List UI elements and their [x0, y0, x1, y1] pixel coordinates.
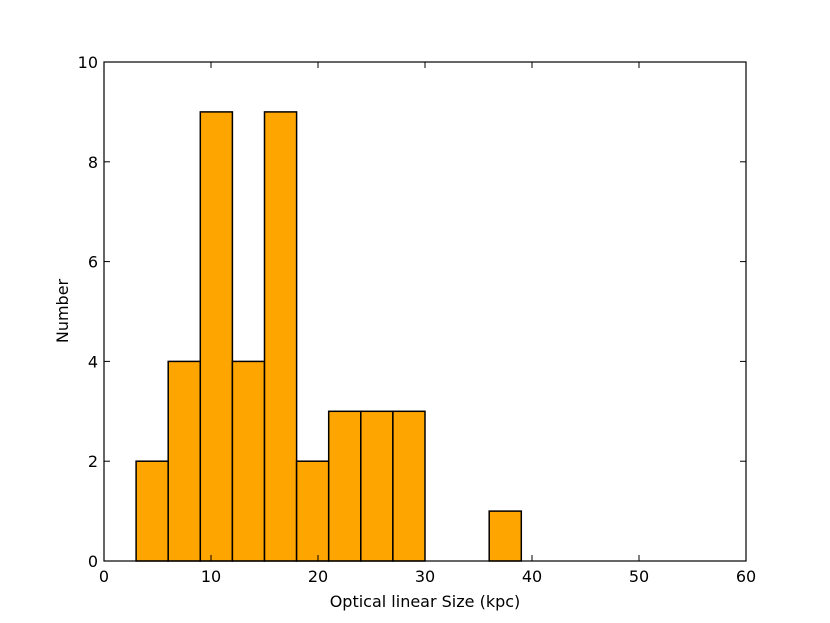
- y-tick-label-3: 6: [88, 253, 98, 272]
- x-tick-label-6: 60: [736, 567, 756, 586]
- histogram-bar-2: [199, 111, 234, 562]
- y-tick-label-0: 0: [88, 552, 98, 571]
- histogram-bar-0: [135, 460, 169, 562]
- histogram-bar-8: [392, 410, 426, 562]
- tick-labels-group: 0 10 20 30 40 50 60 0 2 4 6 8 10: [78, 53, 757, 586]
- histogram-bar-3: [231, 360, 266, 562]
- y-tick-label-1: 2: [88, 452, 98, 471]
- plot-frame: [103, 61, 747, 562]
- histogram-bar-5: [295, 460, 330, 562]
- y-tick-label-4: 8: [88, 153, 98, 172]
- x-tick-label-4: 40: [522, 567, 542, 586]
- histogram-bar-1: [167, 360, 202, 562]
- y-axis-label: Number: [53, 278, 72, 343]
- histogram-bar-7: [360, 410, 394, 562]
- y-tick-label-5: 10: [78, 53, 98, 72]
- histogram-bar-6: [327, 410, 362, 562]
- bars-group: [135, 111, 523, 562]
- histogram-bar-9: [488, 510, 523, 562]
- x-tick-label-3: 30: [415, 567, 435, 586]
- histogram-bar-4: [263, 111, 298, 562]
- x-tick-label-1: 10: [201, 567, 221, 586]
- x-axis-label: Optical linear Size (kpc): [330, 592, 521, 611]
- x-tick-label-0: 0: [99, 567, 109, 586]
- x-tick-label-2: 20: [308, 567, 328, 586]
- x-tick-label-5: 50: [629, 567, 649, 586]
- y-tick-label-2: 4: [88, 352, 98, 371]
